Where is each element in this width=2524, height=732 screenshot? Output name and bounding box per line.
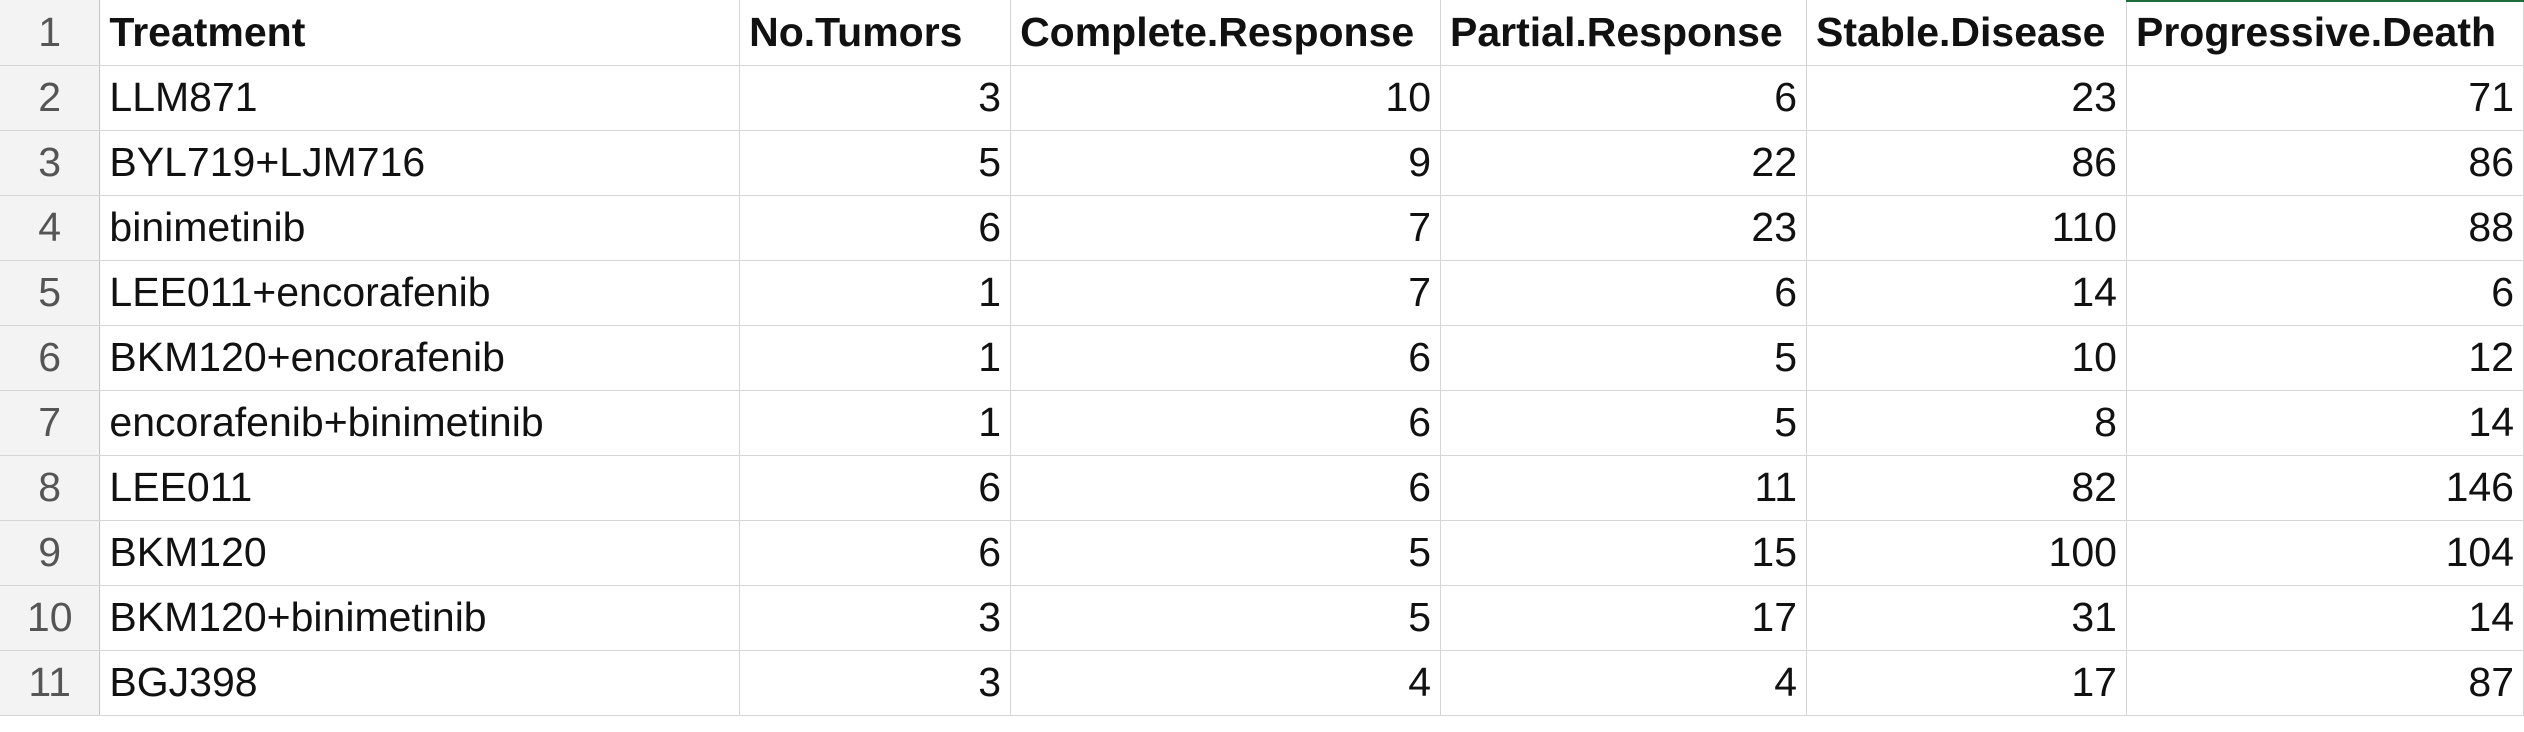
selection-indicator (2126, 0, 2524, 2)
table-cell[interactable]: 104 (2126, 520, 2524, 586)
table-cell[interactable]: 22 (1440, 130, 1807, 196)
table-cell[interactable]: 17 (1440, 585, 1807, 651)
table-cell[interactable]: 3 (739, 650, 1012, 716)
table-cell[interactable]: 6 (1440, 65, 1807, 131)
table-cell[interactable]: 6 (1010, 325, 1442, 391)
column-header-cell[interactable]: Stable.Disease (1806, 0, 2127, 66)
column-header-cell[interactable]: No.Tumors (739, 0, 1012, 66)
table-cell[interactable]: BYL719+LJM716 (99, 130, 741, 196)
table-row: 11 BGJ398 3 4 4 17 87 (0, 650, 2524, 716)
table-cell[interactable]: encorafenib+binimetinib (99, 390, 741, 456)
table-cell[interactable]: 17 (1806, 650, 2127, 716)
row-number[interactable]: 3 (0, 130, 101, 196)
row-number[interactable]: 5 (0, 260, 101, 326)
table-cell[interactable]: 12 (2126, 325, 2524, 391)
table-cell[interactable]: 5 (1440, 390, 1807, 456)
row-number[interactable]: 10 (0, 585, 101, 651)
table-cell[interactable]: 23 (1806, 65, 2127, 131)
row-number[interactable]: 11 (0, 650, 101, 716)
table-cell[interactable]: 6 (1010, 455, 1442, 521)
table-cell[interactable]: 5 (1010, 585, 1442, 651)
table-cell[interactable]: 8 (1806, 390, 2127, 456)
table-row: 9 BKM120 6 5 15 100 104 (0, 520, 2524, 586)
table-cell[interactable]: 15 (1440, 520, 1807, 586)
row-number[interactable]: 4 (0, 195, 101, 261)
table-row: 3 BYL719+LJM716 5 9 22 86 86 (0, 130, 2524, 196)
table-cell[interactable]: 7 (1010, 195, 1442, 261)
table-row: 8 LEE011 6 6 11 82 146 (0, 455, 2524, 521)
table-row: 4 binimetinib 6 7 23 110 88 (0, 195, 2524, 261)
table-cell[interactable]: 9 (1010, 130, 1442, 196)
table-cell[interactable]: LEE011+encorafenib (99, 260, 741, 326)
row-number[interactable]: 7 (0, 390, 101, 456)
table-cell[interactable]: 14 (2126, 390, 2524, 456)
table-row: 2 LLM871 3 10 6 23 71 (0, 65, 2524, 131)
table-cell[interactable]: 6 (739, 520, 1012, 586)
table-row: 6 BKM120+encorafenib 1 6 5 10 12 (0, 325, 2524, 391)
row-number[interactable]: 2 (0, 65, 101, 131)
table-cell[interactable]: LLM871 (99, 65, 741, 131)
data-grid: 1 Treatment No.Tumors Complete.Response Part… (0, 0, 2524, 716)
table-row: 5 LEE011+encorafenib 1 7 6 14 6 (0, 260, 2524, 326)
table-cell[interactable]: 6 (739, 195, 1012, 261)
table-cell[interactable]: 146 (2126, 455, 2524, 521)
table-cell[interactable]: 3 (739, 65, 1012, 131)
table-cell[interactable]: 31 (1806, 585, 2127, 651)
table-cell[interactable]: 10 (1010, 65, 1442, 131)
table-cell[interactable]: 86 (2126, 130, 2524, 196)
table-cell[interactable]: 100 (1806, 520, 2127, 586)
column-header-cell[interactable]: Treatment (99, 0, 741, 66)
table-cell[interactable]: BGJ398 (99, 650, 741, 716)
table-cell[interactable]: 5 (739, 130, 1012, 196)
table-cell[interactable]: LEE011 (99, 455, 741, 521)
table-cell[interactable]: 6 (1010, 390, 1442, 456)
table-cell[interactable]: 110 (1806, 195, 2127, 261)
table-cell[interactable]: 71 (2126, 65, 2524, 131)
table-cell[interactable]: 14 (1806, 260, 2127, 326)
table-cell[interactable]: 7 (1010, 260, 1442, 326)
table-cell[interactable]: 4 (1440, 650, 1807, 716)
table-cell[interactable]: 14 (2126, 585, 2524, 651)
table-row: 10 BKM120+binimetinib 3 5 17 31 14 (0, 585, 2524, 651)
table-cell[interactable]: 6 (2126, 260, 2524, 326)
row-number[interactable]: 9 (0, 520, 101, 586)
header-row: 1 Treatment No.Tumors Complete.Response Part… (0, 0, 2524, 66)
table-row: 7 encorafenib+binimetinib 1 6 5 8 14 (0, 390, 2524, 456)
table-cell[interactable]: 5 (1440, 325, 1807, 391)
table-cell[interactable]: 87 (2126, 650, 2524, 716)
table-cell[interactable]: 6 (739, 455, 1012, 521)
column-header-cell[interactable]: Progressive.Death (2126, 0, 2524, 66)
table-cell[interactable]: BKM120 (99, 520, 741, 586)
table-cell[interactable]: BKM120+binimetinib (99, 585, 741, 651)
column-header-cell[interactable]: Partial.Response (1440, 0, 1807, 66)
row-number[interactable]: 1 (0, 0, 101, 66)
table-cell[interactable]: 1 (739, 390, 1012, 456)
table-cell[interactable]: 86 (1806, 130, 2127, 196)
table-cell[interactable]: BKM120+encorafenib (99, 325, 741, 391)
row-number[interactable]: 6 (0, 325, 101, 391)
table-cell[interactable]: 5 (1010, 520, 1442, 586)
table-cell[interactable]: 23 (1440, 195, 1807, 261)
table-cell[interactable]: 11 (1440, 455, 1807, 521)
table-cell[interactable]: 6 (1440, 260, 1807, 326)
table-cell[interactable]: 3 (739, 585, 1012, 651)
column-header-cell[interactable]: Complete.Response (1010, 0, 1442, 66)
table-cell[interactable]: 10 (1806, 325, 2127, 391)
row-number[interactable]: 8 (0, 455, 101, 521)
table-cell[interactable]: 1 (739, 260, 1012, 326)
table-cell[interactable]: 1 (739, 325, 1012, 391)
table-cell[interactable]: 4 (1010, 650, 1442, 716)
table-cell[interactable]: 82 (1806, 455, 2127, 521)
table-cell[interactable]: binimetinib (99, 195, 741, 261)
table-cell[interactable]: 88 (2126, 195, 2524, 261)
